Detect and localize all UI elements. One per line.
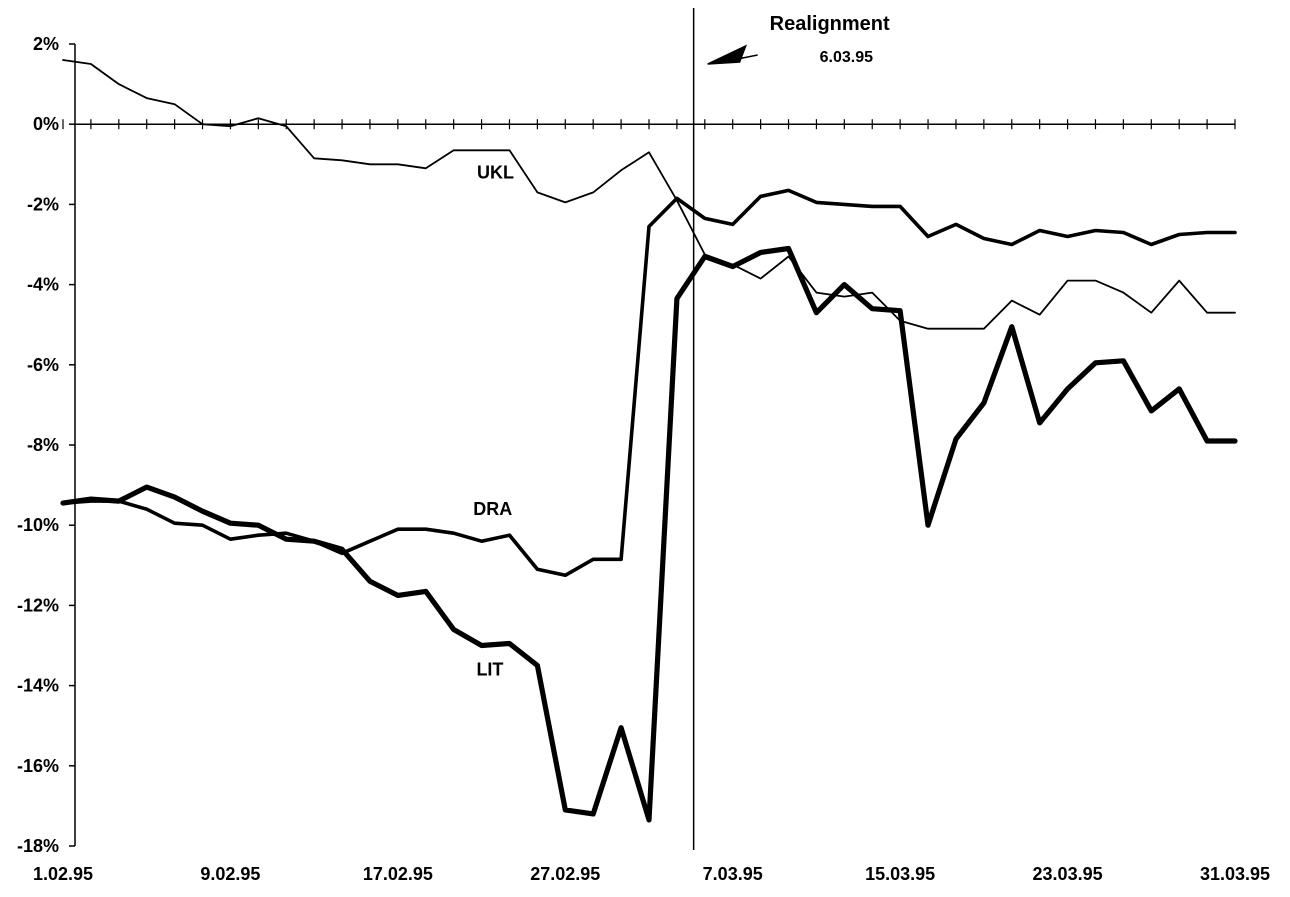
y-tick-label: -14% [17, 676, 59, 696]
x-tick-label: 31.03.95 [1200, 864, 1270, 884]
y-tick-label: -16% [17, 756, 59, 776]
labels-layer: UKL DRA LIT [473, 162, 514, 679]
series-line-dra [61, 188, 1237, 578]
y-tick-label: -10% [17, 515, 59, 535]
series-layer [60, 59, 1238, 823]
x-tick-label: 23.03.95 [1033, 864, 1103, 884]
y-tick-label: -8% [27, 435, 59, 455]
y-tick-label: -2% [27, 194, 59, 214]
x-tick-label: 9.02.95 [200, 864, 260, 884]
series-label-dra: DRA [473, 499, 512, 519]
annotation-title: Realignment [770, 13, 890, 35]
series-label-ukl: UKL [477, 162, 514, 182]
x-tick-label: 27.02.95 [530, 864, 600, 884]
series-line-lit [60, 245, 1238, 823]
y-tick-label: -4% [27, 275, 59, 295]
annotation-layer: Realignment 6.03.95 [692, 8, 890, 850]
y-tick-label: -12% [17, 595, 59, 615]
annotation-date: 6.03.95 [820, 49, 873, 66]
x-tick-label: 15.03.95 [865, 864, 935, 884]
y-tick-label: 2% [33, 34, 59, 54]
x-tick-label: 7.03.95 [703, 864, 763, 884]
series-label-lit: LIT [476, 660, 503, 680]
y-tick-label: -18% [17, 836, 59, 856]
y-tick-label: 0% [33, 114, 59, 134]
series-line-ukl [62, 59, 1236, 330]
y-tick-label: -6% [27, 355, 59, 375]
axes-layer: 2% 0% -2% -4% -6% -8% -10% -12% -14% -16% -18% 1.02… [17, 34, 1270, 884]
x-tick-label: 1.02.95 [33, 864, 93, 884]
x-tick-label: 17.02.95 [363, 864, 433, 884]
realignment-arrow [707, 44, 758, 65]
